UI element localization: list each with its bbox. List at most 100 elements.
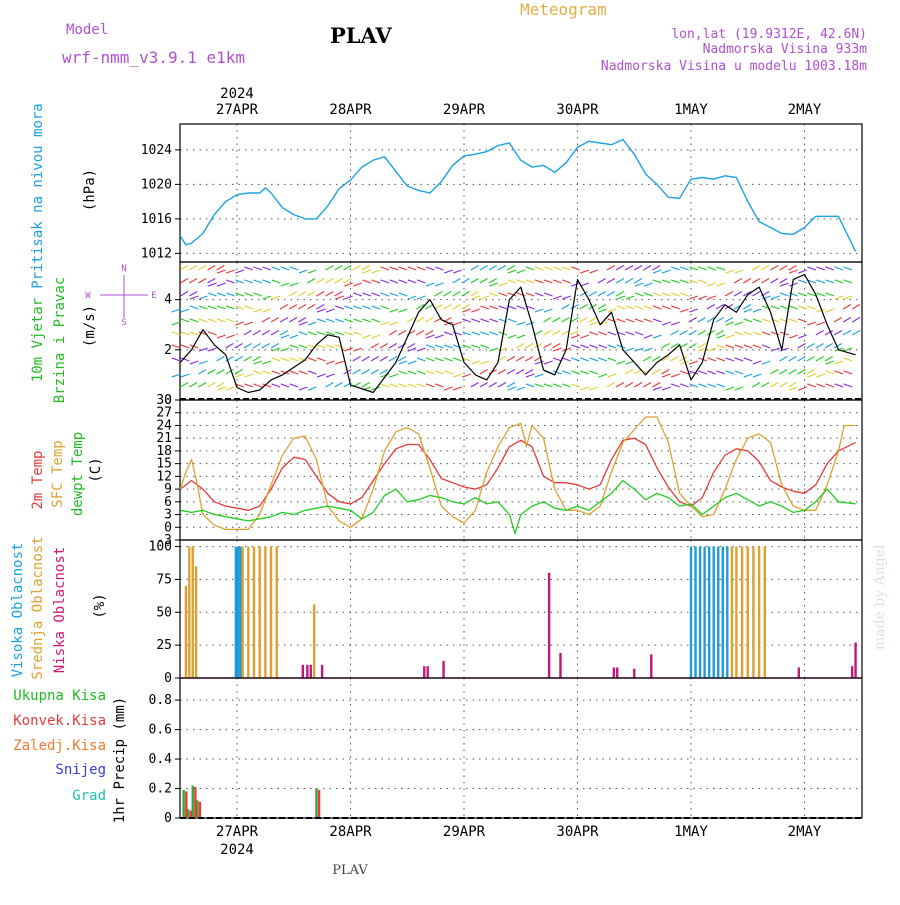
wind-arrow [543, 292, 553, 297]
wind-arrow [379, 369, 389, 375]
precip-panel: 0 0.2 0.4 0.6 0.8 [149, 677, 863, 826]
low-cloud-bar [442, 660, 445, 678]
wind-arrow [488, 382, 498, 388]
wind-arrow [370, 343, 379, 349]
wind-arrow [707, 383, 717, 388]
wind-arrow [834, 370, 844, 375]
wind-arrow [453, 344, 462, 349]
wind-arrow [462, 318, 471, 323]
wind-arrow [344, 331, 353, 336]
wind-arrow [752, 265, 761, 271]
wind-arrow [589, 321, 599, 326]
wind-arrow [444, 386, 453, 391]
wind-arrow [770, 305, 780, 310]
wind-arrow [516, 305, 526, 310]
wind-arrow [797, 369, 806, 375]
wind-arrow [489, 347, 499, 352]
wind-arrow [425, 304, 434, 310]
wind-arrow [516, 279, 526, 284]
wind-arrow [307, 278, 316, 284]
wind-arrow [815, 343, 824, 349]
wind-arrow [552, 343, 561, 349]
wind-arrow [624, 265, 634, 271]
wind-arrow [661, 305, 671, 310]
wind-arrow [453, 321, 462, 326]
wind-arrow [198, 265, 207, 271]
wind-arrow [816, 308, 826, 313]
mid-cloud-bar [735, 546, 738, 678]
wind-arrow [262, 279, 272, 284]
wind-arrow [316, 308, 326, 313]
wind-arrow [824, 343, 833, 349]
wind-arrow [407, 383, 417, 388]
wind-arrow [489, 292, 499, 297]
t2m-line [179, 437, 856, 511]
wind-arrow [779, 278, 788, 284]
wind-arrow [534, 266, 544, 271]
wind-arrow [552, 383, 562, 388]
wind-arrow [725, 357, 735, 362]
wind-arrow [425, 266, 435, 271]
mid-cloud-bar [252, 546, 256, 678]
wind-arrow [453, 269, 462, 274]
wind-arrow [389, 266, 399, 271]
wind-arrow [489, 331, 499, 336]
wind-arrow [843, 266, 853, 271]
wind-arrow [217, 269, 226, 274]
precip-ytick-label: 0.8 [149, 693, 172, 708]
wind-arrow [606, 382, 616, 388]
wind-arrow [189, 382, 198, 388]
wind-arrow [325, 382, 334, 388]
wind-arrow [843, 383, 853, 388]
wind-arrow [407, 360, 417, 365]
wind-arrow [742, 291, 752, 297]
wind-arrow [680, 360, 689, 365]
wind-arrow [325, 265, 334, 271]
wind-arrow [371, 279, 381, 284]
wind-arrow [252, 330, 261, 336]
mid-cloud-bar [191, 546, 194, 678]
wind-arrow [344, 347, 353, 352]
low-cloud-bar [854, 642, 857, 678]
precip-ytick-label: 0 [164, 811, 172, 826]
wind-arrow [652, 265, 661, 271]
wind-arrow [325, 331, 335, 336]
wind-arrow [634, 305, 644, 310]
low-cloud-bar [309, 664, 312, 678]
wind-arrow [325, 318, 335, 323]
wind-arrow [580, 344, 590, 349]
wind-arrow [697, 343, 706, 349]
wind-arrow [671, 321, 680, 326]
wind-arrow [680, 292, 689, 297]
wind-arrow [279, 317, 289, 323]
wind-arrow [352, 369, 361, 375]
wind-arrow [226, 334, 235, 339]
wind-arrow [752, 318, 762, 323]
wind-arrow [634, 331, 644, 336]
wind-arrow [226, 305, 235, 310]
wind-arrow [770, 295, 780, 300]
wind-arrow [770, 382, 779, 388]
top-year-label: 2024 [220, 86, 254, 102]
wind-arrow [697, 317, 706, 323]
svg-text:W: W [85, 291, 91, 301]
svg-text:SFC Temp: SFC Temp [50, 440, 66, 507]
temp-ytick-label: 6 [164, 495, 172, 510]
wind-arrow [616, 360, 626, 365]
wind-arrow [652, 269, 662, 274]
x-label-bottom: 29APR [443, 824, 486, 840]
wind-arrow [525, 373, 535, 378]
wind-arrow [525, 266, 535, 271]
wind-arrow [525, 343, 534, 349]
wind-arrow [307, 331, 317, 336]
wind-arrow [298, 291, 307, 297]
wind-arrow [362, 292, 372, 297]
wind-arrow [444, 269, 453, 274]
wind-arrow [316, 291, 325, 297]
low-cloud-bar [612, 667, 616, 678]
wind-arrow [189, 318, 199, 323]
wind-arrow [798, 318, 807, 323]
wind-arrow [671, 266, 680, 271]
high-cloud-bar [707, 546, 711, 678]
